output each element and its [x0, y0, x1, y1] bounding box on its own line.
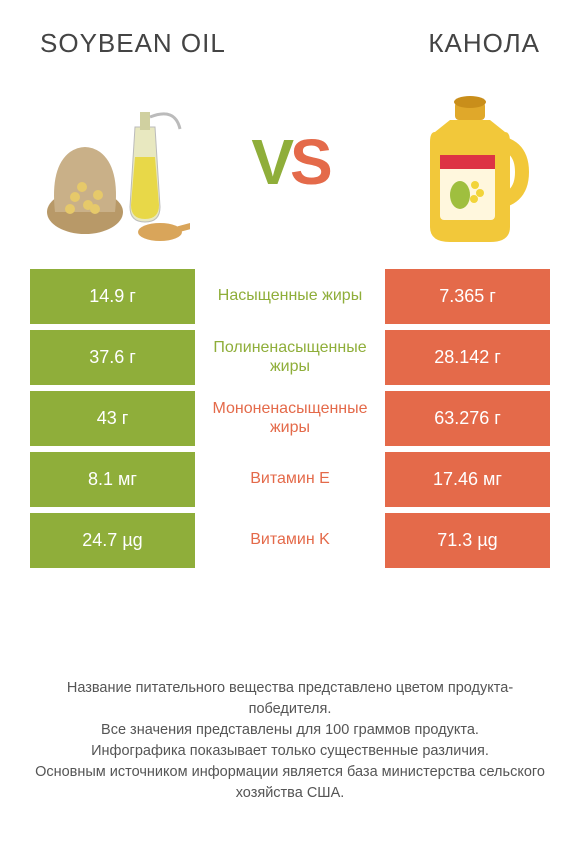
value-left: 14.9 г — [30, 269, 195, 324]
nutrient-label: Витамин E — [195, 452, 385, 507]
table-row: 24.7 µgВитамин K71.3 µg — [30, 513, 550, 568]
footnote-line: Название питательного вещества представл… — [30, 678, 550, 720]
title-left: SOYBEAN OIL — [40, 28, 226, 59]
nutrient-label: Витамин K — [195, 513, 385, 568]
table-row: 8.1 мгВитамин E17.46 мг — [30, 452, 550, 507]
value-right: 7.365 г — [385, 269, 550, 324]
value-left: 37.6 г — [30, 330, 195, 385]
comparison-table: 14.9 гНасыщенные жиры7.365 г 37.6 гПолине… — [0, 269, 580, 568]
footnote-line: Инфографика показывает только существенн… — [30, 741, 550, 762]
title-right: КАНОЛА — [428, 28, 540, 59]
vs-v: V — [251, 126, 290, 198]
value-left: 24.7 µg — [30, 513, 195, 568]
table-row: 14.9 гНасыщенные жиры7.365 г — [30, 269, 550, 324]
soybean-oil-image — [40, 77, 190, 247]
value-right: 71.3 µg — [385, 513, 550, 568]
value-left: 8.1 мг — [30, 452, 195, 507]
vs-s: S — [290, 126, 329, 198]
soybean-icon — [40, 77, 190, 247]
canola-oil-image — [390, 77, 540, 247]
footnote-line: Все значения представлены для 100 граммо… — [30, 720, 550, 741]
canola-icon — [390, 77, 540, 247]
footnotes: Название питательного вещества представл… — [0, 678, 580, 804]
table-row: 37.6 гПолиненасыщенные жиры28.142 г — [30, 330, 550, 385]
nutrient-label: Полиненасыщенные жиры — [195, 330, 385, 385]
images-row: VS — [0, 69, 580, 269]
value-right: 17.46 мг — [385, 452, 550, 507]
value-right: 63.276 г — [385, 391, 550, 446]
table-row: 43 гМононенасыщенные жиры63.276 г — [30, 391, 550, 446]
vs-label: VS — [251, 125, 328, 199]
nutrient-label: Мононенасыщенные жиры — [195, 391, 385, 446]
nutrient-label: Насыщенные жиры — [195, 269, 385, 324]
value-left: 43 г — [30, 391, 195, 446]
footnote-line: Основным источником информации является … — [30, 762, 550, 804]
header: SOYBEAN OIL КАНОЛА — [0, 0, 580, 69]
value-right: 28.142 г — [385, 330, 550, 385]
